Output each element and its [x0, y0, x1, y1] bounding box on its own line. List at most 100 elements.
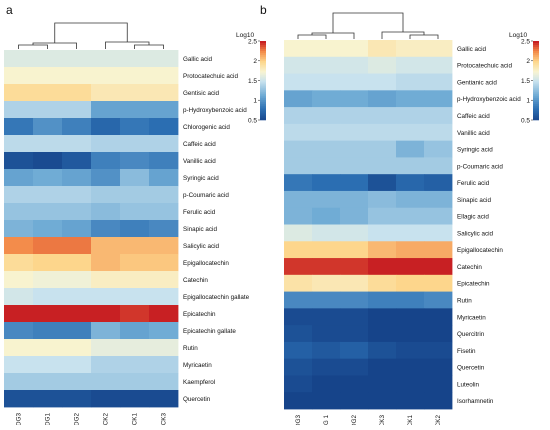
heatmap-cell	[62, 288, 92, 306]
colorbar-segment	[260, 50, 266, 54]
heatmap-cell	[4, 152, 34, 170]
heatmap-cell	[4, 254, 34, 272]
heatmap-cell	[91, 203, 121, 221]
row-label: Luteolin	[457, 381, 480, 388]
heatmap-cell	[62, 84, 92, 102]
colorbar-segment	[260, 118, 266, 121]
colorbar-segment	[533, 64, 539, 67]
row-label: Protocatechuic acid	[183, 73, 238, 80]
dendrogram-branch	[409, 34, 439, 39]
heatmap-cell	[149, 186, 179, 204]
colorbar-segment	[260, 48, 266, 52]
heatmap-cell	[368, 174, 397, 192]
colorbar-segment	[533, 44, 539, 48]
colorbar-segment	[533, 56, 539, 60]
colorbar-segment	[260, 62, 266, 65]
heatmap-cell	[149, 237, 179, 255]
colorbar-tick-label: 2.5	[521, 38, 530, 45]
row-label: Catechin	[457, 264, 482, 271]
row-label: Kaempferol	[183, 379, 215, 386]
heatmap-cell	[149, 118, 179, 136]
heatmap-cell	[149, 169, 179, 187]
heatmap-cell	[33, 67, 63, 85]
heatmap-cell	[4, 67, 34, 85]
row-label: Catechin	[183, 277, 208, 284]
heatmap-cell	[284, 207, 313, 225]
heatmap-cell	[91, 356, 121, 374]
heatmap-cell	[91, 373, 121, 391]
heatmap-cell	[62, 237, 92, 255]
colorbar-segment	[533, 106, 539, 109]
heatmap-cell	[149, 356, 179, 374]
column-label: DG3	[295, 415, 302, 425]
heatmap-cell	[120, 84, 150, 102]
panel-letter: a	[6, 3, 13, 17]
heatmap-cell	[340, 90, 369, 108]
heatmap-cell	[91, 339, 121, 357]
colorbar-segment	[260, 116, 266, 119]
heatmap-cell	[91, 118, 121, 136]
heatmap-cell	[368, 358, 397, 376]
heatmap-cell	[120, 271, 150, 289]
colorbar-segment	[260, 96, 266, 99]
heatmap-cell	[368, 107, 397, 125]
colorbar-segment	[533, 66, 539, 69]
colorbar-segment	[533, 96, 539, 99]
colorbar-segment	[260, 64, 266, 67]
heatmap-cell	[396, 174, 425, 192]
heatmap-cell	[284, 341, 313, 360]
heatmap-cell	[91, 254, 121, 272]
row-label: Myricaetin	[183, 362, 212, 369]
heatmap-cell	[312, 308, 341, 326]
colorbar-segment	[533, 76, 539, 79]
heatmap-cell	[396, 140, 425, 158]
heatmap-cell	[4, 203, 34, 221]
colorbar-label: Log10	[509, 32, 527, 39]
row-label: Epigallocatechin gallate	[183, 294, 250, 301]
heatmap-cell	[396, 107, 425, 125]
dendrogram-branch	[105, 41, 150, 49]
column-label: DG2	[351, 415, 358, 425]
heatmap-cell	[4, 288, 34, 306]
heatmap-cell	[33, 84, 63, 102]
colorbar-tick-label: 2.5	[248, 38, 257, 45]
heatmap-cell	[312, 107, 341, 125]
heatmap-cell	[91, 50, 121, 68]
heatmap-cell	[120, 220, 150, 238]
heatmap-cell	[120, 50, 150, 68]
row-label: Quercitrin	[457, 331, 485, 338]
heatmap-cell	[120, 356, 150, 374]
heatmap-cell	[396, 123, 425, 142]
heatmap-cell	[424, 358, 453, 376]
colorbar-segment	[533, 72, 539, 75]
heatmap-cell	[4, 373, 34, 391]
heatmap-cell	[62, 254, 92, 272]
heatmap-cell	[120, 305, 150, 323]
heatmap-cell	[91, 135, 121, 153]
colorbar-tick-label: 2	[253, 58, 257, 65]
heatmap-cell	[4, 356, 34, 374]
heatmap-cell	[312, 241, 341, 259]
row-label: Epicatechin	[457, 281, 490, 288]
colorbar-segment	[260, 70, 266, 73]
colorbar-segment	[533, 60, 539, 64]
heatmap-cell	[312, 56, 341, 74]
column-label: DG3	[16, 413, 23, 425]
heatmap-cell	[340, 157, 369, 175]
heatmap-cell	[340, 291, 369, 309]
heatmap-cell	[120, 135, 150, 153]
colorbar-segment	[533, 100, 539, 103]
row-label: Vanillic acid	[457, 130, 490, 137]
colorbar-segment	[260, 92, 266, 95]
heatmap-cell	[62, 305, 92, 323]
heatmap-cell	[91, 186, 121, 204]
heatmap-cell	[91, 237, 121, 255]
row-label: Gentianic acid	[457, 79, 497, 86]
heatmap-cell	[368, 341, 397, 360]
colorbar-tick-label: 2	[526, 58, 530, 65]
heatmap-cell	[424, 90, 453, 108]
row-label: Protocatechuic acid	[457, 63, 512, 70]
colorbar-segment	[533, 110, 539, 113]
